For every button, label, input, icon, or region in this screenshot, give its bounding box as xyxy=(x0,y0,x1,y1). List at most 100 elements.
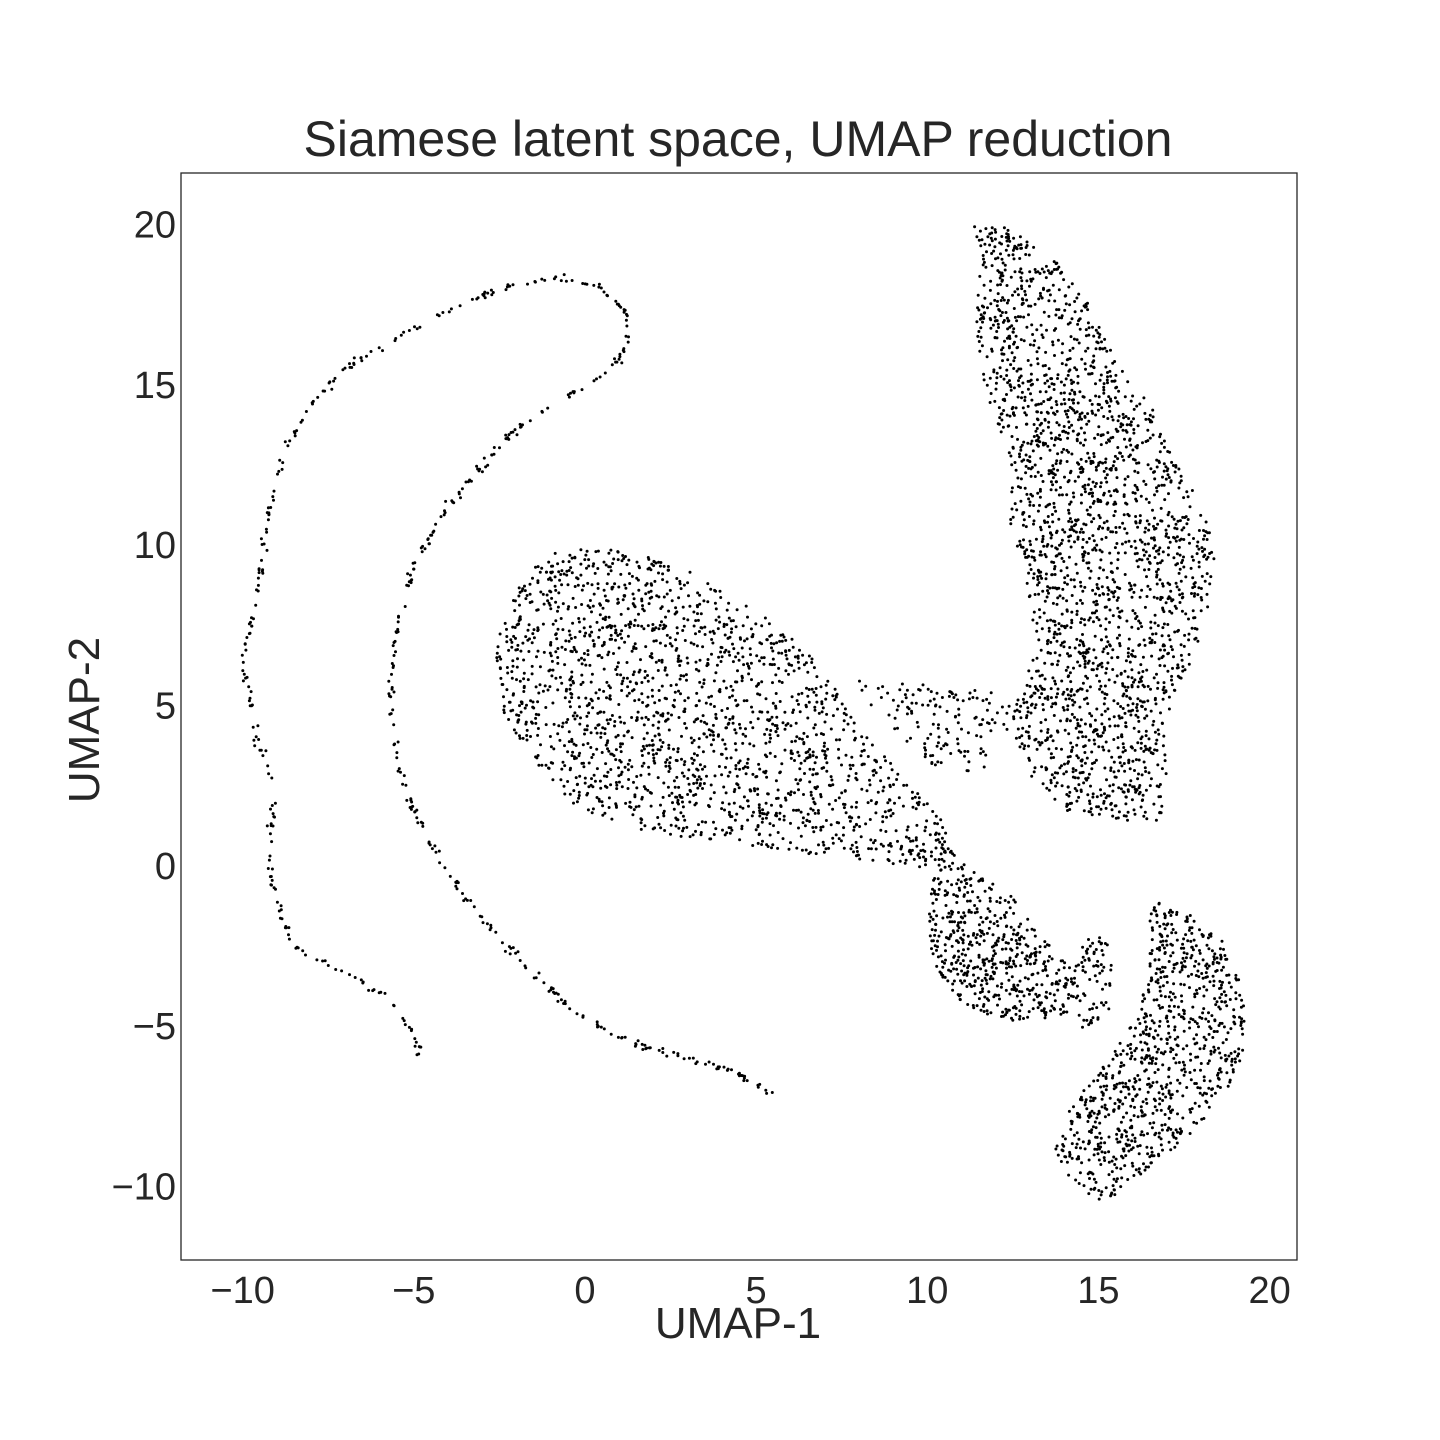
scatter-point xyxy=(727,826,731,830)
scatter-point xyxy=(1027,734,1031,738)
scatter-point xyxy=(647,602,651,606)
scatter-point xyxy=(600,751,604,754)
scatter-point xyxy=(814,772,818,776)
scatter-point xyxy=(1060,538,1064,542)
scatter-point xyxy=(942,859,946,863)
scatter-point xyxy=(990,252,994,255)
scatter-point xyxy=(1126,703,1130,707)
scatter-point xyxy=(588,625,592,629)
scatter-point xyxy=(1197,565,1201,569)
scatter-point xyxy=(591,706,595,710)
scatter-point xyxy=(624,801,628,805)
scatter-point xyxy=(1046,444,1050,448)
scatter-point xyxy=(462,899,466,903)
scatter-point xyxy=(694,632,697,636)
scatter-point xyxy=(771,843,775,847)
scatter-point xyxy=(1066,415,1070,419)
scatter-point xyxy=(998,416,1002,420)
scatter-point xyxy=(635,786,639,790)
scatter-point xyxy=(1060,556,1064,560)
scatter-point xyxy=(574,743,578,747)
scatter-point xyxy=(905,712,909,716)
scatter-point xyxy=(914,838,918,842)
scatter-point xyxy=(340,969,344,973)
scatter-point xyxy=(924,863,927,867)
scatter-point xyxy=(735,608,739,612)
scatter-point xyxy=(258,748,262,752)
scatter-point xyxy=(778,811,782,815)
scatter-point xyxy=(1103,766,1107,770)
scatter-point xyxy=(410,1027,414,1031)
scatter-point xyxy=(730,1068,733,1072)
scatter-point xyxy=(1078,390,1082,394)
scatter-point xyxy=(1151,632,1155,636)
scatter-point xyxy=(797,702,800,706)
scatter-point xyxy=(1007,237,1011,241)
scatter-point xyxy=(1036,362,1040,366)
scatter-point xyxy=(1021,523,1025,527)
scatter-point xyxy=(1143,605,1147,609)
scatter-point xyxy=(1106,661,1110,665)
scatter-point xyxy=(1062,772,1066,776)
scatter-point xyxy=(632,624,636,627)
scatter-point xyxy=(1025,279,1029,283)
scatter-point xyxy=(733,818,737,822)
scatter-point xyxy=(990,231,994,235)
scatter-point xyxy=(1099,485,1102,489)
scatter-point xyxy=(698,658,702,662)
scatter-point xyxy=(978,723,982,727)
scatter-point xyxy=(1100,537,1104,541)
scatter-point xyxy=(809,790,813,794)
scatter-point xyxy=(1136,488,1140,492)
scatter-point xyxy=(276,472,279,476)
scatter-point xyxy=(999,299,1003,302)
scatter-point xyxy=(1151,408,1155,412)
scatter-point xyxy=(849,715,853,719)
scatter-point xyxy=(615,673,619,676)
scatter-point xyxy=(771,681,774,685)
scatter-point xyxy=(402,1019,406,1023)
scatter-point xyxy=(545,593,549,597)
scatter-point xyxy=(390,662,394,665)
scatter-point xyxy=(1021,302,1024,305)
scatter-point xyxy=(776,796,780,800)
scatter-point xyxy=(1034,703,1038,707)
scatter-point xyxy=(1090,494,1094,498)
scatter-point xyxy=(1088,712,1092,715)
scatter-point xyxy=(1014,736,1018,740)
scatter-point xyxy=(534,565,537,569)
scatter-point xyxy=(1123,749,1127,752)
scatter-point xyxy=(624,586,628,590)
scatter-point xyxy=(1116,736,1120,740)
scatter-point xyxy=(570,670,574,674)
scatter-point xyxy=(566,718,570,721)
scatter-point xyxy=(510,645,514,649)
scatter-point xyxy=(831,783,835,787)
scatter-point xyxy=(1144,483,1148,486)
scatter-point xyxy=(244,648,248,652)
scatter-point xyxy=(833,698,837,702)
scatter-point xyxy=(1144,770,1148,773)
scatter-point xyxy=(1155,489,1159,493)
scatter-point xyxy=(989,326,993,330)
scatter-point xyxy=(1130,625,1134,629)
scatter-point xyxy=(1008,959,1012,962)
scatter-point xyxy=(1129,545,1133,548)
scatter-point xyxy=(539,590,543,594)
scatter-point xyxy=(792,808,795,812)
scatter-point xyxy=(844,811,848,815)
scatter-point xyxy=(1039,456,1043,460)
scatter-point xyxy=(523,706,527,710)
scatter-point xyxy=(859,835,863,839)
scatter-point xyxy=(1000,311,1004,314)
scatter-point xyxy=(946,731,950,734)
scatter-point xyxy=(1072,529,1076,533)
scatter-point xyxy=(1152,676,1156,680)
scatter-point xyxy=(706,661,710,665)
scatter-point xyxy=(1021,511,1025,515)
scatter-point xyxy=(639,827,643,831)
scatter-point xyxy=(714,827,718,831)
scatter-point xyxy=(1191,586,1195,590)
scatter-point xyxy=(1078,771,1082,775)
scatter-point xyxy=(817,811,820,815)
